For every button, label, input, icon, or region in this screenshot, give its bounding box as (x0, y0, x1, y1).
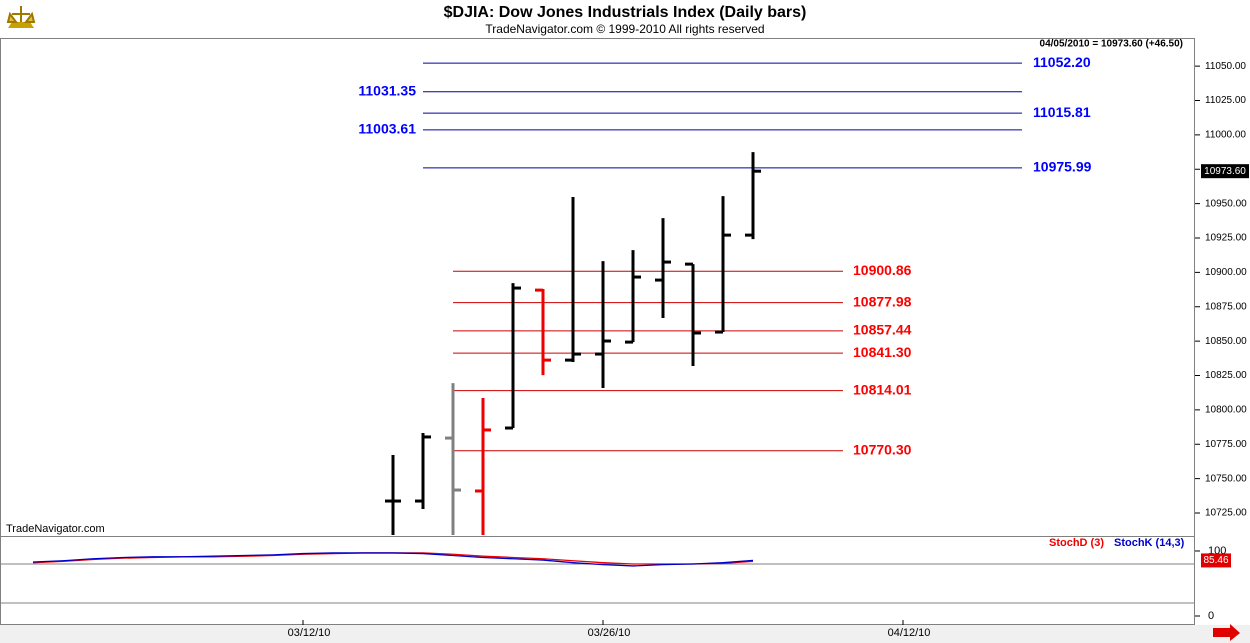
level-label: 11015.81 (1033, 104, 1091, 120)
stoch-marker-label: 85.46 (1203, 555, 1228, 566)
level-label: 10900.86 (853, 262, 912, 278)
chart-subtitle: TradeNavigator.com © 1999-2010 All right… (485, 22, 764, 36)
level-label: 10975.99 (1033, 159, 1092, 175)
y-tick-label: 10850.00 (1205, 336, 1247, 347)
legend-entry: StochK (14,3) (1114, 537, 1185, 549)
level-label: 11052.20 (1033, 54, 1091, 70)
price-marker (1201, 164, 1249, 179)
level-label: 10857.44 (853, 322, 912, 338)
stoch-line (32, 552, 754, 567)
level-label: 10814.01 (853, 381, 912, 397)
scroll-arrow[interactable] (1213, 624, 1240, 641)
y-tick-label: 11025.00 (1205, 95, 1246, 106)
level-label: 11003.61 (358, 121, 416, 137)
x-tick-label: 04/12/10 (888, 627, 931, 639)
y-tick-label: 10750.00 (1205, 473, 1247, 484)
y-tick-label: 10925.00 (1205, 233, 1247, 244)
stoch-panel (0, 552, 1195, 604)
stoch-marker (1201, 553, 1231, 568)
watermark: TradeNavigator.com (6, 523, 105, 535)
level-label: 10841.30 (853, 344, 912, 360)
price-marker-label: 10973.60 (1204, 166, 1246, 177)
y-tick-label: 10825.00 (1205, 370, 1247, 381)
y-tick-label: 10900.00 (1205, 267, 1247, 278)
y-tick-label: 10875.00 (1205, 301, 1247, 312)
y-tick-label: 11000.00 (1205, 130, 1246, 141)
logo (6, 6, 36, 28)
legend-entry: StochD (3) (1049, 537, 1104, 549)
level-label: 10770.30 (853, 441, 912, 457)
y-tick-label: 10725.00 (1205, 508, 1247, 519)
y-tick-label: 11050.00 (1205, 61, 1246, 72)
y-tick-label: 10775.00 (1205, 439, 1247, 450)
date-axis (0, 625, 1250, 643)
chart-title: $DJIA: Dow Jones Industrials Index (Dail… (444, 4, 807, 21)
x-tick-label: 03/12/10 (288, 627, 331, 639)
y-tick-label: 10800.00 (1205, 405, 1247, 416)
level-label: 11031.35 (358, 82, 416, 98)
price-panel (385, 62, 1022, 535)
level-label: 10877.98 (853, 293, 912, 309)
x-tick-label: 03/26/10 (588, 627, 631, 639)
lower-frame (0, 536, 1195, 625)
quote-text: 04/05/2010 = 10973.60 (+46.50) (1040, 39, 1183, 50)
y-tick-label: 0 (1208, 610, 1214, 622)
y-tick-label: 10950.00 (1205, 198, 1247, 209)
